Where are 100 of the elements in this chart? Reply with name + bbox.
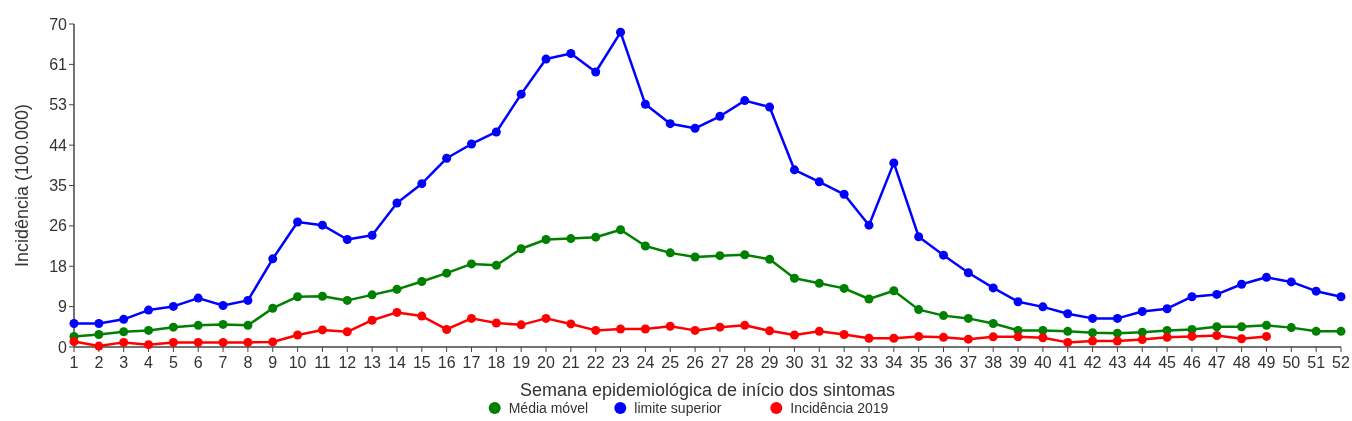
point [392,284,402,294]
point [740,250,750,260]
point [1311,326,1321,336]
point [516,320,526,330]
x-tick-label: 37 [959,354,978,371]
point [988,332,998,342]
point [268,337,278,347]
point [715,111,725,121]
x-tick-label: 46 [1183,354,1201,371]
point [491,318,501,328]
point [765,254,775,264]
legend-label: Incidência 2019 [790,400,889,416]
point [640,241,650,251]
point [1212,322,1222,332]
x-tick-label: 23 [611,354,630,371]
point [1088,328,1098,338]
point [1187,292,1197,302]
x-tick-label: 7 [218,354,228,371]
point [591,325,601,335]
point [814,177,824,187]
point [1137,335,1147,345]
point [417,276,427,286]
point [591,67,601,77]
point [889,286,899,296]
point [466,259,476,269]
x-tick-label: 11 [314,354,331,371]
x-tick-label: 14 [388,354,406,371]
point [1336,292,1346,302]
point [317,220,327,230]
point [566,49,576,59]
point [640,99,650,109]
point [491,127,501,137]
x-tick-label: 36 [934,354,953,371]
point [417,179,427,189]
x-tick-label: 24 [636,354,655,371]
x-tick-label: 19 [512,354,531,371]
point [193,293,203,303]
point [218,337,228,347]
point [541,313,551,323]
point [616,225,626,235]
point [665,321,675,331]
point [1261,331,1271,341]
x-tick-label: 43 [1108,354,1127,371]
point [690,252,700,262]
y-axis-title: Incidência (100.000) [12,103,32,268]
point [1038,333,1048,343]
point [367,315,377,325]
point [839,189,849,199]
point [1063,326,1073,336]
point [889,333,899,343]
point [243,320,253,330]
point [317,325,327,335]
point [268,303,278,313]
x-tick-label: 2 [94,354,104,371]
point [1013,297,1023,307]
point [914,232,924,242]
x-tick-label: 47 [1207,354,1226,371]
point [939,332,949,342]
x-tick-label: 39 [1009,354,1028,371]
point [1137,306,1147,316]
x-tick-label: 52 [1332,354,1350,371]
point [193,320,203,330]
point [442,268,452,278]
point [392,198,402,208]
point [1261,320,1271,330]
x-tick-label: 1 [69,354,79,371]
point [914,331,924,341]
x-tick-label: 8 [243,354,253,371]
y-tick-label: 9 [58,298,68,316]
x-tick-label: 33 [860,354,878,371]
x-tick-label: 42 [1083,354,1102,371]
point [864,294,874,304]
point [144,340,154,350]
point [765,102,775,112]
point [1088,313,1098,323]
legend-label: Média móvel [508,400,589,416]
point [317,291,327,301]
point [740,320,750,330]
x-tick-label: 38 [984,354,1003,371]
legend-label: limite superior [634,400,722,416]
point [243,337,253,347]
point [1336,326,1346,336]
point [144,305,154,315]
point [591,232,601,242]
point [218,300,228,310]
x-tick-label: 40 [1033,354,1052,371]
x-tick-label: 10 [288,354,307,371]
point [939,250,949,260]
x-tick-label: 4 [144,354,154,371]
x-axis-title: Semana epidemiológica de início dos sintomas [519,380,896,400]
x-tick-label: 28 [735,354,754,371]
point [789,330,799,340]
point [342,295,352,305]
point [1162,304,1172,314]
point [342,327,352,337]
point [1013,332,1023,342]
point [665,119,675,129]
point [640,324,650,334]
point [1112,328,1122,338]
x-tick-label: 45 [1158,354,1177,371]
